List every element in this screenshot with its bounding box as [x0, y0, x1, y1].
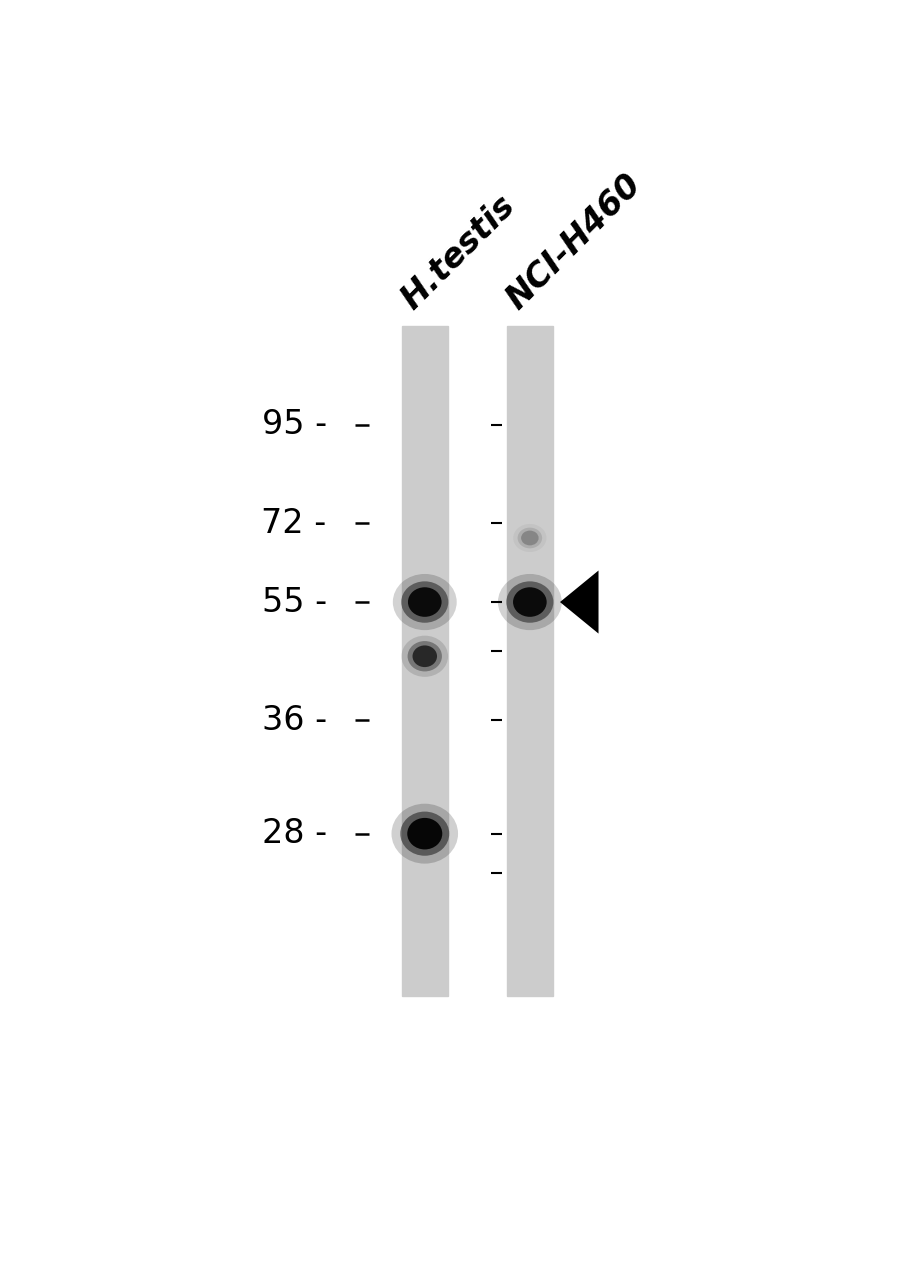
Text: 95 -: 95 -	[261, 408, 326, 442]
Ellipse shape	[513, 588, 546, 617]
Text: 28 -: 28 -	[261, 817, 326, 850]
Ellipse shape	[498, 573, 561, 630]
Ellipse shape	[407, 641, 442, 672]
Ellipse shape	[391, 804, 458, 864]
Bar	[507, 326, 552, 996]
Text: H.testis: H.testis	[394, 189, 521, 316]
Ellipse shape	[400, 812, 449, 856]
Ellipse shape	[406, 818, 442, 850]
Ellipse shape	[407, 588, 441, 617]
Ellipse shape	[517, 527, 542, 548]
Ellipse shape	[401, 581, 448, 623]
Polygon shape	[559, 571, 598, 634]
Ellipse shape	[520, 531, 538, 545]
Text: 55 -: 55 -	[261, 585, 326, 618]
Bar	[402, 326, 447, 996]
Text: NCI-H460: NCI-H460	[499, 168, 647, 316]
Ellipse shape	[412, 645, 436, 667]
Text: 72 -: 72 -	[261, 507, 326, 540]
Ellipse shape	[401, 636, 448, 677]
Ellipse shape	[506, 581, 553, 623]
Text: 36 -: 36 -	[261, 704, 326, 737]
Ellipse shape	[393, 573, 456, 630]
